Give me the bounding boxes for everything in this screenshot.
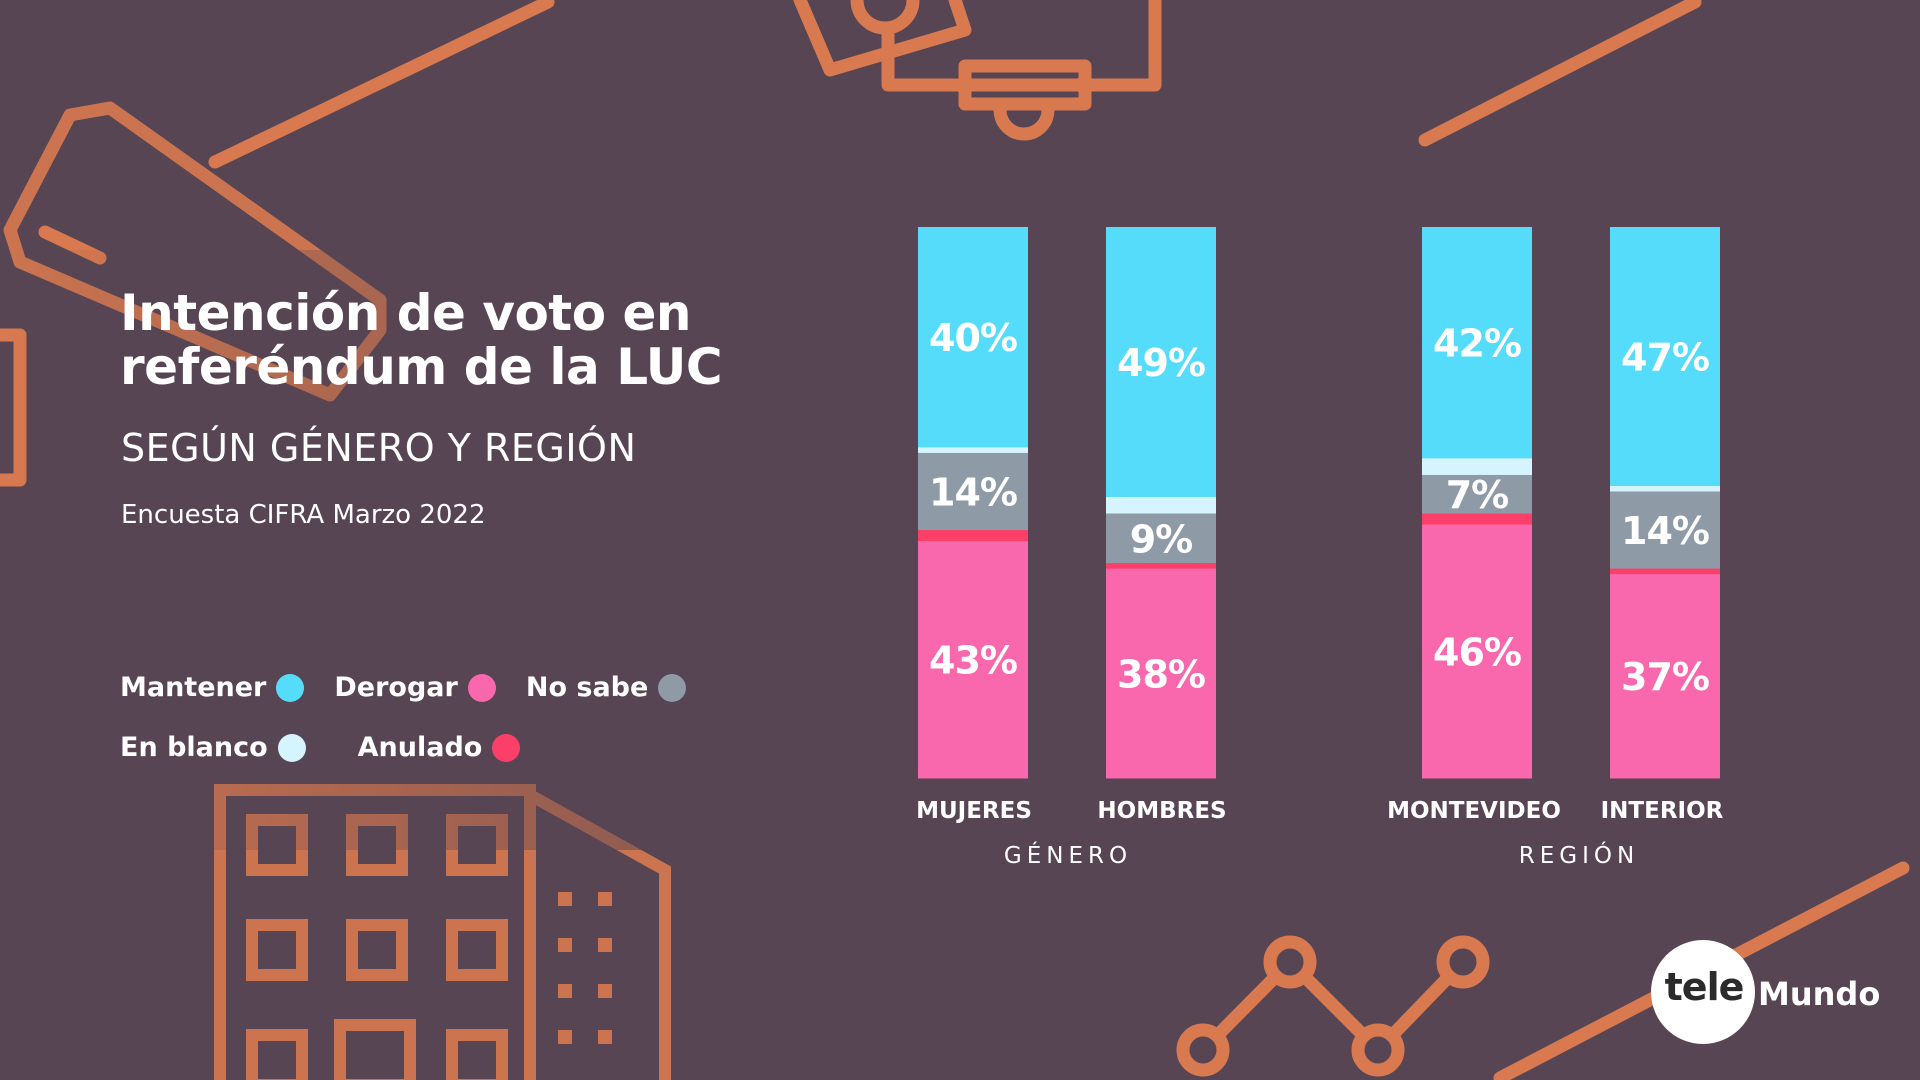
bar-segment-no-sabe	[1610, 491, 1720, 570]
data-label-no-sabe: 7%	[1446, 473, 1509, 517]
trend-line-icon	[1196, 955, 1470, 1057]
category-label-mujeres: MUJERES	[916, 798, 1032, 824]
logo-text-mundo: Mundo	[1758, 975, 1881, 1013]
camera-arm-line	[208, 0, 555, 169]
legend-label: No sabe	[525, 672, 649, 703]
category-label-montevideo: MONTEVIDEO	[1387, 798, 1561, 824]
bar-segment-en-blanco	[918, 447, 1028, 454]
data-label-no-sabe: 9%	[1130, 517, 1193, 561]
legend-item-anulado: Anulado	[358, 732, 521, 763]
bar-segment-anulado	[918, 530, 1028, 542]
data-label-no-sabe: 14%	[929, 470, 1017, 514]
bar-segment-mantener	[918, 227, 1028, 448]
bar-segment-mantener	[1610, 227, 1720, 487]
data-label-no-sabe: 14%	[1621, 509, 1709, 553]
title-line-1: Intención de voto en	[120, 284, 691, 342]
chart-source: Encuesta CIFRA Marzo 2022	[121, 500, 486, 530]
legend-row-1: Mantener Derogar No sabe	[120, 672, 716, 703]
legend-dot-icon	[492, 733, 521, 762]
legend-dot-icon	[658, 673, 687, 702]
data-label-mantener: 42%	[1433, 322, 1521, 366]
data-label-mantener: 47%	[1621, 335, 1709, 379]
building-windows-icon	[558, 892, 612, 1044]
trend-node-icon	[1176, 1023, 1230, 1077]
legend-label: Mantener	[120, 672, 267, 703]
chart-subtitle: SEGÚN GÉNERO Y REGIÓN	[121, 426, 637, 470]
bar-segment-en-blanco	[1610, 485, 1720, 492]
bar-segment-mantener	[1422, 227, 1532, 459]
legend-row-2: En blanco Anulado	[120, 732, 550, 763]
bar-segment-anulado	[1610, 568, 1720, 575]
data-label-mantener: 49%	[1117, 341, 1205, 385]
group-label-genero: GÉNERO	[1003, 843, 1133, 869]
bar-segment-anulado	[1422, 513, 1532, 526]
legend-dot-icon	[467, 673, 496, 702]
data-label-mantener: 40%	[929, 316, 1017, 360]
bar-segment-derogar	[1106, 568, 1216, 779]
camera-knob-icon	[993, 103, 1055, 141]
bar-segment-mantener	[1106, 227, 1216, 498]
logo-text-tele: tele	[1664, 965, 1745, 1009]
data-label-derogar: 38%	[1117, 652, 1205, 696]
legend-item-en-blanco: En blanco	[120, 732, 306, 763]
telemundo-logo-circle	[1651, 940, 1755, 1044]
legend-dot-icon	[277, 733, 306, 762]
trend-node-icon	[1351, 1023, 1405, 1077]
bar-segment-anulado	[1106, 563, 1216, 570]
legend-dot-icon	[276, 673, 305, 702]
legend-item-derogar: Derogar	[334, 672, 496, 703]
camera-base-icon	[881, 0, 1162, 92]
legend-label: Derogar	[334, 672, 458, 703]
legend-item-no-sabe: No sabe	[525, 672, 687, 703]
data-label-derogar: 43%	[929, 639, 1017, 683]
bar-segment-en-blanco	[1422, 458, 1532, 476]
bar-segment-derogar	[918, 541, 1028, 779]
category-label-interior: INTERIOR	[1600, 798, 1724, 824]
bar-segment-no-sabe	[1422, 474, 1532, 515]
bar-segment-derogar	[1610, 574, 1720, 779]
legend-item-mantener: Mantener	[120, 672, 305, 703]
category-label-hombres: HOMBRES	[1097, 798, 1227, 824]
bar-segment-derogar	[1422, 524, 1532, 779]
trend-node-icon	[1436, 935, 1490, 989]
group-label-region: REGIÓN	[1518, 843, 1640, 869]
data-label-derogar: 46%	[1433, 630, 1521, 674]
chart-title: Intención de voto en referéndum de la LU…	[120, 284, 723, 396]
trend-node-icon	[1263, 935, 1317, 989]
legend-label: En blanco	[120, 732, 268, 763]
legend-label: Anulado	[357, 732, 483, 763]
bar-segment-no-sabe	[918, 452, 1028, 531]
title-line-2: referéndum de la LUC	[120, 338, 723, 396]
data-label-derogar: 37%	[1621, 655, 1709, 699]
bar-segment-no-sabe	[1106, 513, 1216, 564]
bar-segment-en-blanco	[1106, 496, 1216, 515]
deco-line-top-right	[1418, 0, 1702, 147]
camera-top-icon	[793, 0, 972, 77]
camera-plate-icon	[958, 59, 1092, 111]
